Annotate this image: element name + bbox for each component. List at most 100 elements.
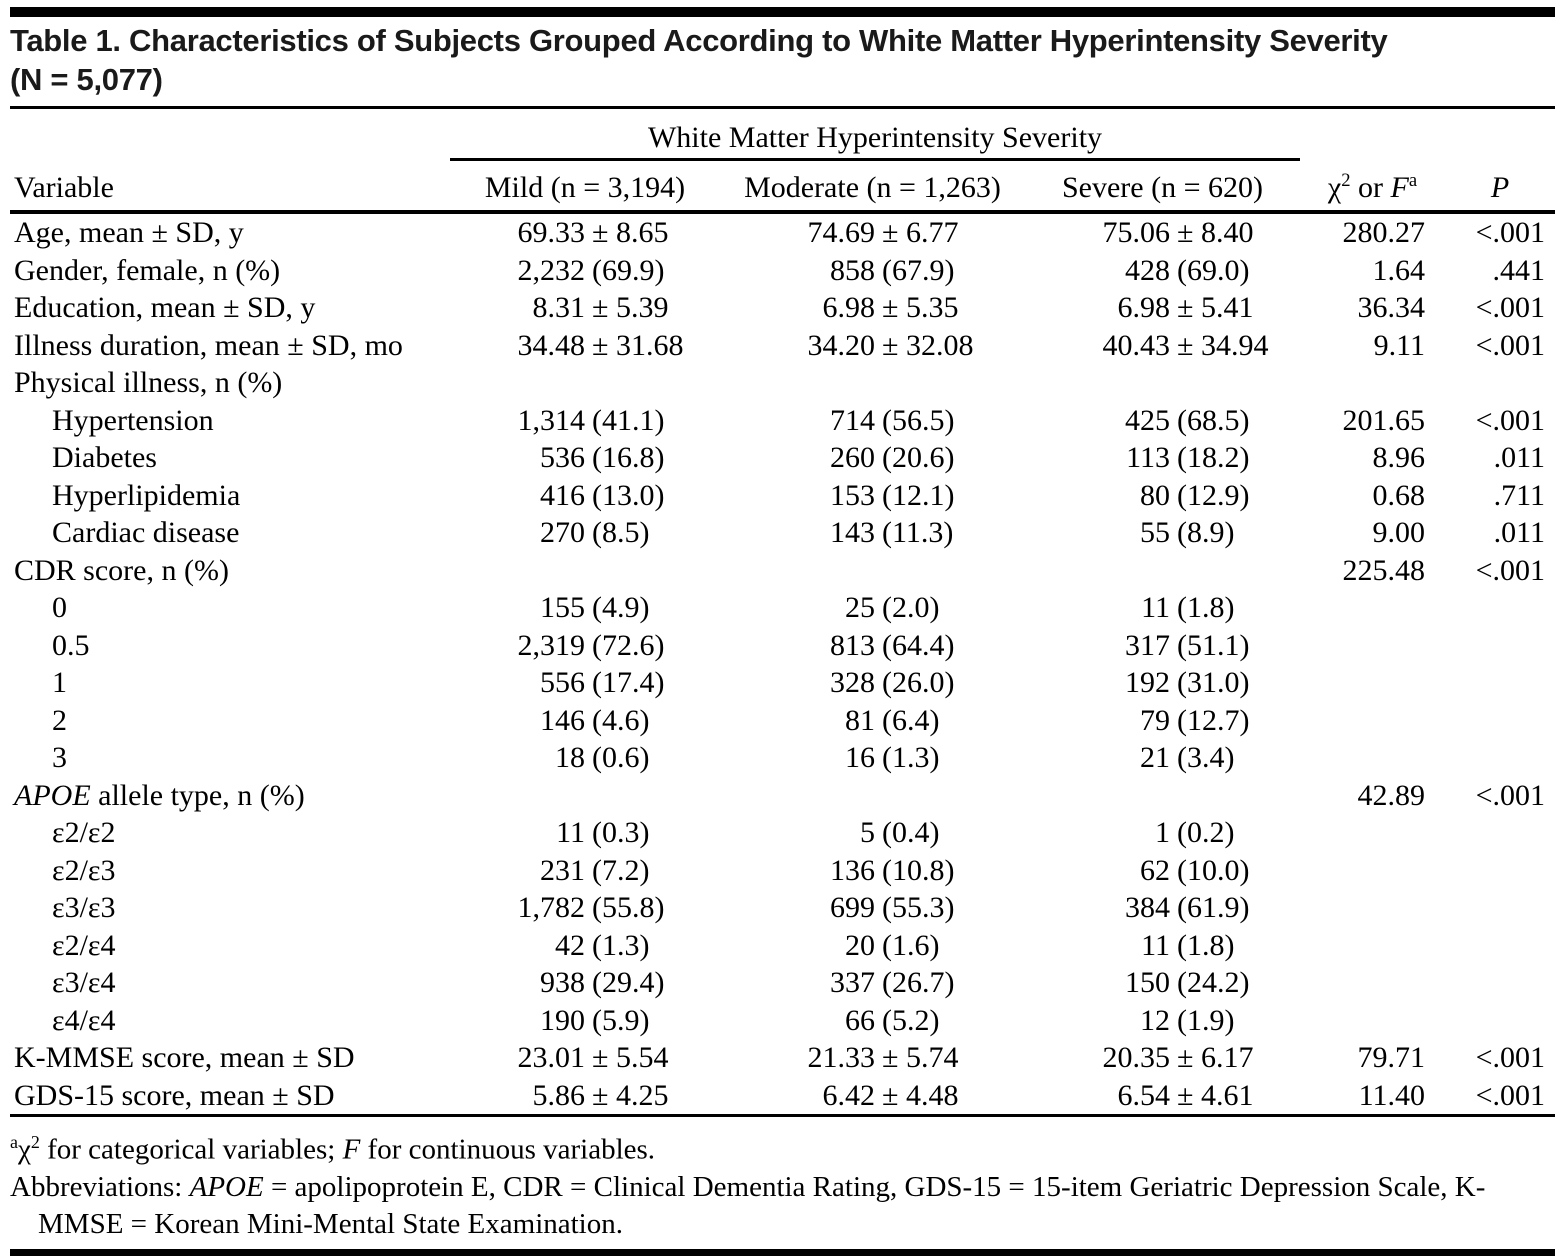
row-label-text: GDS-15 score, mean ± SD xyxy=(14,1078,335,1112)
row-label: Education, mean ± SD, y xyxy=(10,289,450,327)
value-detail: ± 4.25 xyxy=(592,1078,669,1112)
table-row: GDS-15 score, mean ± SD 5.86 ± 4.25 6.42 ± 4… xyxy=(10,1076,1556,1117)
value-number: 6.42 xyxy=(822,1078,876,1112)
apoe-italic: APOE xyxy=(189,1170,264,1203)
value-number: 6.98 xyxy=(822,291,876,324)
row-label-text: ε2/ε4 xyxy=(52,928,116,962)
p-value: <.001 xyxy=(1475,1041,1546,1074)
cell-pvalue: <.001 xyxy=(1445,212,1555,252)
cell-moderate: 81 (6.4) xyxy=(720,702,1025,740)
table-row: K-MMSE score, mean ± SD 23.01 ± 5.54 21.33 ±… xyxy=(10,1039,1555,1077)
cell-mild: 190 (5.9) xyxy=(450,1002,720,1040)
row-label-text: ε4/ε4 xyxy=(52,1003,116,1037)
value-detail: ± 5.39 xyxy=(592,291,669,324)
cell-pvalue: .011 xyxy=(1445,514,1555,552)
value-detail: (51.1) xyxy=(1177,628,1250,662)
value-detail: ± 6.17 xyxy=(1177,1041,1254,1074)
cell-pvalue xyxy=(1445,589,1555,627)
table-row: 1 556 (17.4) 328 (26.0) 192 (31.0) xyxy=(10,664,1555,702)
cell-severe: 192 (31.0) xyxy=(1025,664,1300,702)
value-detail: ± 31.68 xyxy=(592,328,684,362)
cell-statistic: 1.64 xyxy=(1300,252,1445,290)
chi-symbol: χ xyxy=(1327,171,1342,204)
footnote-marker-a: a xyxy=(10,1132,18,1152)
cell-mild: 23.01 ± 5.54 xyxy=(450,1039,720,1077)
chi-superscript: 2 xyxy=(30,1132,40,1152)
p-value: <.001 xyxy=(1475,216,1546,249)
cell-statistic xyxy=(1300,814,1445,852)
value-detail: (29.4) xyxy=(592,966,665,999)
cell-statistic: 0.68 xyxy=(1300,477,1445,515)
cell-moderate: 858 (67.9) xyxy=(720,252,1025,290)
row-label: ε4/ε4 xyxy=(10,1002,450,1040)
row-label: Age, mean ± SD, y xyxy=(10,212,450,252)
cell-moderate: 5 (0.4) xyxy=(720,814,1025,852)
footnote-ref-a: a xyxy=(1408,170,1418,191)
p-value: <.001 xyxy=(1475,1078,1546,1112)
table-row: 0 155 (4.9) 25 (2.0) 11 (1.8) xyxy=(10,589,1555,627)
cell-statistic xyxy=(1300,852,1445,890)
value-number: 80 xyxy=(1140,478,1170,512)
cell-mild: 2,232 (69.9) xyxy=(450,252,720,290)
spanner-spacer-stat xyxy=(1300,109,1445,160)
row-label-text: 0.5 xyxy=(52,628,90,662)
row-label: K-MMSE score, mean ± SD xyxy=(10,1039,450,1077)
value-number: 143 xyxy=(830,516,875,549)
cell-severe: 1 (0.2) xyxy=(1025,814,1300,852)
cell-pvalue xyxy=(1445,702,1555,740)
value-number: 20 xyxy=(845,928,875,962)
row-label-text: Diabetes xyxy=(52,441,157,474)
cell-severe: 79 (12.7) xyxy=(1025,702,1300,740)
value-detail: (8.9) xyxy=(1177,516,1235,549)
row-label-text: Age, mean ± SD, y xyxy=(14,216,244,249)
value-detail: (56.5) xyxy=(882,403,955,437)
statistic-value: 201.65 xyxy=(1342,403,1426,437)
table-row: Cardiac disease 270 (8.5) 143 (11.3) 55 (8.9) 9… xyxy=(10,514,1555,552)
f-symbol: F xyxy=(342,1133,361,1166)
value-detail: (41.1) xyxy=(592,403,665,437)
value-number: 6.54 xyxy=(1117,1078,1171,1112)
value-number: 1,782 xyxy=(517,891,586,924)
table-row: Hyperlipidemia 416 (13.0) 153 (12.1) 80 (12.9)… xyxy=(10,477,1555,515)
cell-mild: 1,782 (55.8) xyxy=(450,889,720,927)
value-number: 11 xyxy=(556,816,585,849)
value-detail: ± 5.41 xyxy=(1177,291,1254,324)
cell-pvalue: <.001 xyxy=(1445,1076,1556,1117)
row-label: CDR score, n (%) xyxy=(10,552,450,590)
value-number: 190 xyxy=(540,1003,585,1037)
value-detail: (1.3) xyxy=(592,928,650,962)
cell-pvalue: .441 xyxy=(1445,252,1555,290)
footnotes: aχ2 for categorical variables; F for con… xyxy=(10,1117,1555,1243)
statistic-value: 1.64 xyxy=(1372,253,1426,287)
cell-mild: 2,319 (72.6) xyxy=(450,627,720,665)
value-number: 6.98 xyxy=(1117,291,1171,324)
value-detail: (10.0) xyxy=(1177,853,1250,887)
cell-statistic xyxy=(1300,739,1445,777)
p-value: .011 xyxy=(1493,516,1546,549)
p-value: <.001 xyxy=(1475,291,1546,324)
value-detail: ± 5.35 xyxy=(882,291,959,324)
value-detail: (1.6) xyxy=(882,928,940,962)
value-detail: (6.4) xyxy=(882,703,940,737)
value-detail: (1.8) xyxy=(1177,591,1235,624)
value-detail: (12.7) xyxy=(1177,703,1250,737)
value-number: 55 xyxy=(1140,516,1170,549)
cell-statistic xyxy=(1300,627,1445,665)
cell-mild: 18 (0.6) xyxy=(450,739,720,777)
value-number: 150 xyxy=(1125,966,1170,999)
cell-moderate: 699 (55.3) xyxy=(720,889,1025,927)
value-number: 79 xyxy=(1140,703,1170,737)
cell-pvalue xyxy=(1445,814,1555,852)
p-value: <.001 xyxy=(1475,553,1546,587)
cell-pvalue xyxy=(1445,964,1555,1002)
column-group-header-wmh-severity: White Matter Hyperintensity Severity xyxy=(450,109,1301,161)
table-title: Table 1. Characteristics of Subjects Gro… xyxy=(10,17,1555,109)
cell-statistic xyxy=(1300,364,1445,402)
cell-moderate: 21.33 ± 5.74 xyxy=(720,1039,1025,1077)
cell-mild: 416 (13.0) xyxy=(450,477,720,515)
column-header-mild: Mild (n = 3,194) xyxy=(450,159,720,214)
column-header-severe: Severe (n = 620) xyxy=(1025,159,1301,214)
value-detail: (72.6) xyxy=(592,628,665,662)
value-detail: (2.0) xyxy=(882,591,940,624)
column-header-statistic: χ2 or Fa xyxy=(1300,159,1446,214)
